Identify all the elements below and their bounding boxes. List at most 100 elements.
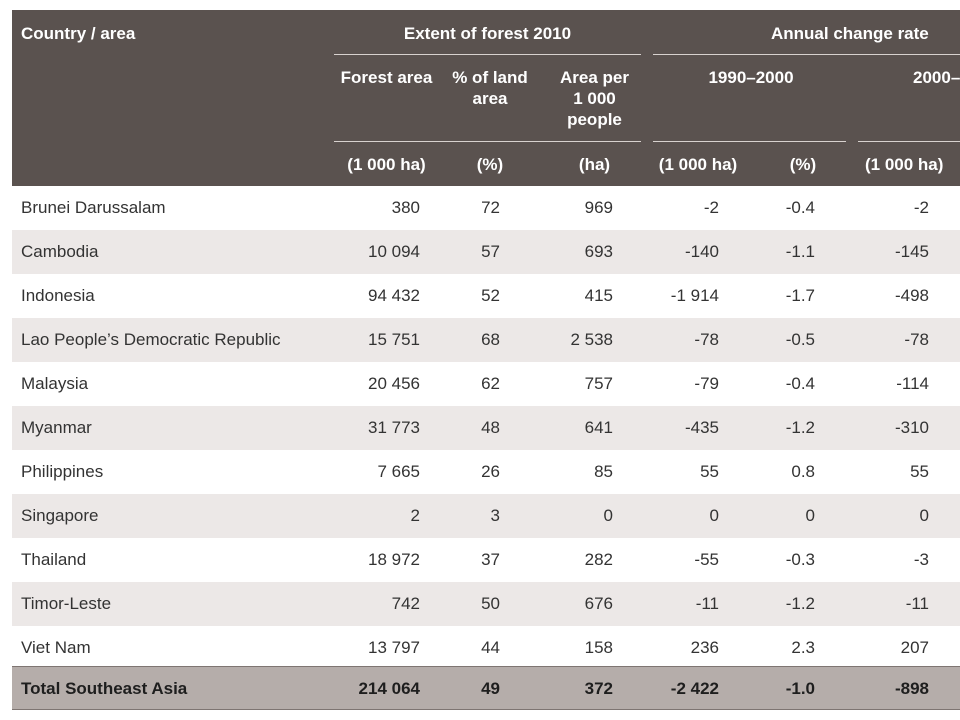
table-row: Brunei Darussalam 380 72 969 -2 -0.4 -2 — [12, 186, 960, 230]
area-per-cell: 676 — [584, 594, 613, 613]
area-per-cell: 969 — [584, 198, 613, 217]
change-pct-1990-cell: -1.1 — [785, 242, 815, 261]
country-cell: Timor-Leste — [21, 594, 112, 613]
forest-area-cell: 7 665 — [377, 462, 420, 481]
country-cell: Indonesia — [21, 286, 95, 305]
change-pct-1990-cell: 0 — [805, 506, 815, 525]
change-ha-1990-cell: -2 — [703, 198, 719, 217]
header-pct-land-1: % of land — [452, 68, 528, 87]
pct-land-cell: 72 — [481, 198, 500, 217]
change-ha-1990-cell: -55 — [694, 550, 719, 569]
pct-land-cell: 48 — [481, 418, 500, 437]
header-change-group: Annual change rate — [771, 24, 929, 43]
country-cell: Lao People’s Democratic Republic — [21, 330, 281, 349]
forest-area-cell: 10 094 — [368, 242, 420, 261]
units-rule-period2 — [858, 141, 960, 142]
pct-land-cell: 57 — [481, 242, 500, 261]
change-ha-1990-cell: 55 — [700, 462, 719, 481]
header-period-2000: 2000– — [913, 68, 960, 87]
country-cell: Cambodia — [21, 242, 99, 261]
change-ha-2000-cell: -145 — [894, 242, 929, 261]
forest-area-cell: 31 773 — [368, 418, 420, 437]
unit-change-ha-1: (1 000 ha) — [658, 155, 738, 174]
table-row: Thailand 18 972 37 282 -55 -0.3 -3 — [12, 538, 960, 582]
table-row: Timor-Leste 742 50 676 -11 -1.2 -11 — [12, 582, 960, 626]
table-row: Viet Nam 13 797 44 158 236 2.3 207 — [12, 626, 960, 670]
country-cell: Singapore — [21, 506, 99, 525]
change-ha-2000-cell: -310 — [894, 418, 929, 437]
change-ha-1990-cell: -1 914 — [670, 286, 719, 305]
country-cell: Myanmar — [21, 418, 92, 437]
group-rule-change — [653, 54, 960, 55]
change-pct-1990-cell: -1.2 — [785, 418, 815, 437]
unit-change-pct-1: (%) — [789, 155, 817, 174]
area-per-cell: 641 — [584, 418, 613, 437]
total-change-ha-2000: -898 — [894, 679, 929, 698]
change-ha-1990-cell: 236 — [690, 638, 719, 657]
units-rule-period1 — [653, 141, 846, 142]
country-cell: Viet Nam — [21, 638, 91, 657]
table-row: Cambodia 10 094 57 693 -140 -1.1 -145 — [12, 230, 960, 274]
area-per-cell: 158 — [584, 638, 613, 657]
unit-area-per: (ha) — [578, 155, 611, 174]
country-cell: Brunei Darussalam — [21, 198, 166, 217]
forest-area-cell: 13 797 — [368, 638, 420, 657]
table-row: Myanmar 31 773 48 641 -435 -1.2 -310 — [12, 406, 960, 450]
table-row: Singapore 2 3 0 0 0 0 — [12, 494, 960, 538]
forest-area-cell: 2 — [410, 506, 420, 525]
unit-pct-land: (%) — [476, 155, 504, 174]
table-row: Philippines 7 665 26 85 55 0.8 55 — [12, 450, 960, 494]
group-rule-extent — [334, 54, 641, 55]
header-pct-land-2: area — [472, 89, 508, 108]
change-ha-2000-cell: -3 — [913, 550, 929, 569]
total-pct-land: 49 — [481, 679, 500, 698]
change-ha-1990-cell: -435 — [684, 418, 719, 437]
header-period-1990-2000: 1990–2000 — [708, 68, 794, 87]
forest-area-cell: 20 456 — [368, 374, 420, 393]
change-ha-2000-cell: 0 — [919, 506, 929, 525]
area-per-cell: 757 — [584, 374, 613, 393]
change-pct-1990-cell: -0.3 — [785, 550, 815, 569]
change-pct-1990-cell: 0.8 — [791, 462, 815, 481]
area-per-cell: 0 — [603, 506, 613, 525]
change-ha-2000-cell: -11 — [905, 594, 929, 613]
header-forest-area: Forest area — [340, 68, 433, 87]
change-ha-2000-cell: 207 — [900, 638, 929, 657]
total-area-per: 372 — [584, 679, 613, 698]
change-ha-1990-cell: 0 — [709, 506, 719, 525]
header-extent-group: Extent of forest 2010 — [403, 24, 572, 43]
area-per-cell: 282 — [584, 550, 613, 569]
pct-land-cell: 50 — [481, 594, 500, 613]
header-area-per-2: 1 000 — [573, 89, 616, 108]
area-per-cell: 85 — [594, 462, 613, 481]
pct-land-cell: 26 — [481, 462, 500, 481]
change-pct-1990-cell: -0.4 — [785, 198, 815, 217]
change-ha-1990-cell: -140 — [684, 242, 719, 261]
change-ha-1990-cell: -79 — [694, 374, 719, 393]
unit-change-ha-2: (1 000 ha) — [865, 155, 944, 174]
change-pct-1990-cell: -0.4 — [785, 374, 815, 393]
forest-area-cell: 18 972 — [368, 550, 420, 569]
total-forest-area: 214 064 — [358, 679, 420, 698]
change-ha-2000-cell: -2 — [913, 198, 929, 217]
forest-area-cell: 94 432 — [368, 286, 420, 305]
header-area-per-3: people — [567, 110, 622, 129]
pct-land-cell: 44 — [481, 638, 500, 657]
pct-land-cell: 37 — [481, 550, 500, 569]
area-per-cell: 2 538 — [570, 330, 613, 349]
change-pct-1990-cell: -0.5 — [785, 330, 815, 349]
pct-land-cell: 68 — [481, 330, 500, 349]
area-per-cell: 693 — [584, 242, 613, 261]
change-ha-2000-cell: -114 — [896, 374, 929, 393]
header-area-per-1: Area per — [560, 68, 629, 87]
table-header: Country / area Extent of forest 2010 Ann… — [12, 10, 960, 186]
units-rule-extent — [334, 141, 641, 142]
forest-area-cell: 380 — [391, 198, 420, 217]
change-pct-1990-cell: -1.2 — [785, 594, 815, 613]
pct-land-cell: 62 — [481, 374, 500, 393]
total-change-ha-1990: -2 422 — [670, 679, 719, 698]
table-row: Lao People’s Democratic Republic 15 751 … — [12, 318, 960, 362]
table-row: Malaysia 20 456 62 757 -79 -0.4 -114 — [12, 362, 960, 406]
pct-land-cell: 3 — [490, 506, 500, 525]
country-cell: Malaysia — [21, 374, 89, 393]
